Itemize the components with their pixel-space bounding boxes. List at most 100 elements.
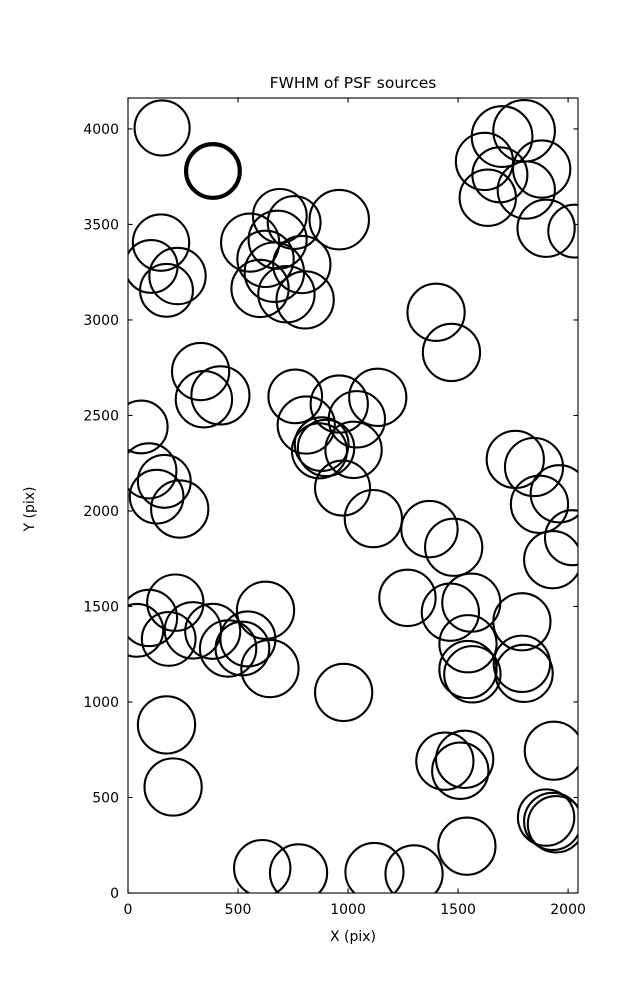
psf-source-circle (516, 198, 576, 258)
y-tick: 500 (92, 790, 578, 806)
psf-source-circle (140, 611, 197, 667)
psf-source-circle (275, 270, 335, 330)
psf-source-circle (313, 662, 374, 723)
psf-source-circle (146, 573, 205, 632)
psf-source-circle (266, 195, 322, 250)
x-tick: 1500 (440, 98, 476, 918)
psf-source-circle (471, 146, 529, 204)
psf-source-circle (443, 645, 502, 704)
psf-source-circle (268, 843, 329, 893)
psf-source-circle (496, 160, 556, 220)
psf-source-circle (415, 731, 475, 791)
psf-source-circle (327, 390, 387, 449)
y-tick-label: 1000 (83, 695, 119, 711)
psf-source-circle (523, 720, 578, 781)
psf-source-circle (313, 459, 372, 517)
psf-source-circle (509, 474, 570, 534)
x-tick-label: 500 (225, 902, 252, 918)
y-tick-label: 1500 (83, 599, 119, 615)
x-tick: 1000 (330, 98, 366, 918)
psf-source-circle (128, 468, 185, 525)
psf-source-circle (247, 209, 308, 270)
y-tick-label: 4000 (83, 122, 119, 138)
psf-source-circle (438, 614, 498, 674)
psf-source-circle (133, 99, 191, 157)
psf-source-circle (148, 246, 207, 306)
y-tick-label: 2500 (83, 408, 119, 424)
y-tick-label: 3500 (83, 217, 119, 233)
psf-source-circle (344, 841, 405, 893)
psf-source-circle (384, 844, 444, 893)
x-tick-label: 1500 (440, 902, 476, 918)
y-tick: 2500 (83, 408, 578, 424)
y-tick-label: 500 (92, 790, 119, 806)
psf-source-circle (230, 258, 290, 319)
axis-ticks: 0 500 1000 1500 2000 0 500 1000 1500 2000 2500 3000… (83, 98, 586, 918)
y-tick: 4000 (83, 122, 578, 138)
psf-source-circle (128, 442, 178, 500)
psf-source-circle (324, 420, 383, 480)
psf-source-circle (348, 367, 408, 427)
psf-source-circle (139, 262, 194, 318)
psf-source-circle (523, 530, 578, 590)
psf-source-circle (128, 602, 165, 658)
psf-source-circle (184, 602, 242, 660)
psf-source-circle (458, 168, 517, 227)
x-tick-label: 2000 (550, 902, 586, 918)
psf-source-circle (170, 341, 231, 402)
psf-source-circle (406, 282, 466, 342)
psf-source-circle (150, 479, 210, 539)
psf-source-circle (526, 795, 578, 854)
psf-source-circle (547, 203, 578, 259)
y-tick: 0 (110, 886, 578, 902)
y-axis-label: Y (pix) (22, 487, 38, 533)
psf-source-circle (431, 741, 490, 800)
psf-source-circle (190, 365, 251, 426)
psf-source-circle (214, 620, 271, 677)
psf-source-circle (251, 187, 308, 244)
psf-source-circle (219, 610, 277, 668)
psf-source-circle (516, 788, 576, 847)
psf-source-circle (543, 509, 578, 567)
psf-source-circle (257, 264, 316, 324)
psf-source-circle (378, 568, 437, 628)
psf-source-circle (400, 499, 459, 559)
psf-source-circle (494, 643, 554, 703)
psf-source-circle (143, 757, 203, 817)
psf-source-circle (503, 436, 565, 498)
selected-source-circle (183, 142, 242, 200)
psf-source-circle (435, 729, 495, 789)
psf-source-circle (492, 98, 556, 163)
page-title: FWHM of PSF sources (270, 74, 437, 92)
psf-source-circle (235, 580, 296, 640)
psf-source-circle (136, 695, 197, 755)
x-axis-label: X (pix) (330, 929, 376, 945)
psf-source-circle (131, 213, 191, 272)
psf-source-circle (276, 395, 336, 455)
x-tick-label: 0 (124, 902, 133, 918)
psf-source-circle (492, 592, 552, 652)
x-tick: 2000 (550, 98, 586, 918)
psf-source-circle (343, 488, 404, 549)
psf-source-circle (136, 453, 192, 509)
psf-source-circle (198, 619, 258, 678)
y-tick-label: 0 (110, 886, 119, 902)
x-tick-label: 1000 (330, 902, 366, 918)
psf-source-circle (128, 399, 169, 455)
psf-source-circle (523, 791, 578, 852)
y-tick: 3000 (83, 313, 578, 329)
psf-source-circles (128, 98, 578, 893)
psf-source-circle (309, 374, 369, 434)
psf-source-circle (437, 816, 497, 876)
y-tick-label: 3000 (83, 313, 119, 329)
psf-source-circle (128, 588, 179, 648)
psf-source-circle (272, 234, 332, 295)
y-tick: 1000 (83, 695, 578, 711)
psf-source-circle (236, 229, 295, 289)
psf-source-circle (233, 838, 292, 893)
psf-source-circle (424, 517, 484, 577)
psf-source-circle (441, 572, 502, 633)
plot-frame (127, 97, 579, 894)
